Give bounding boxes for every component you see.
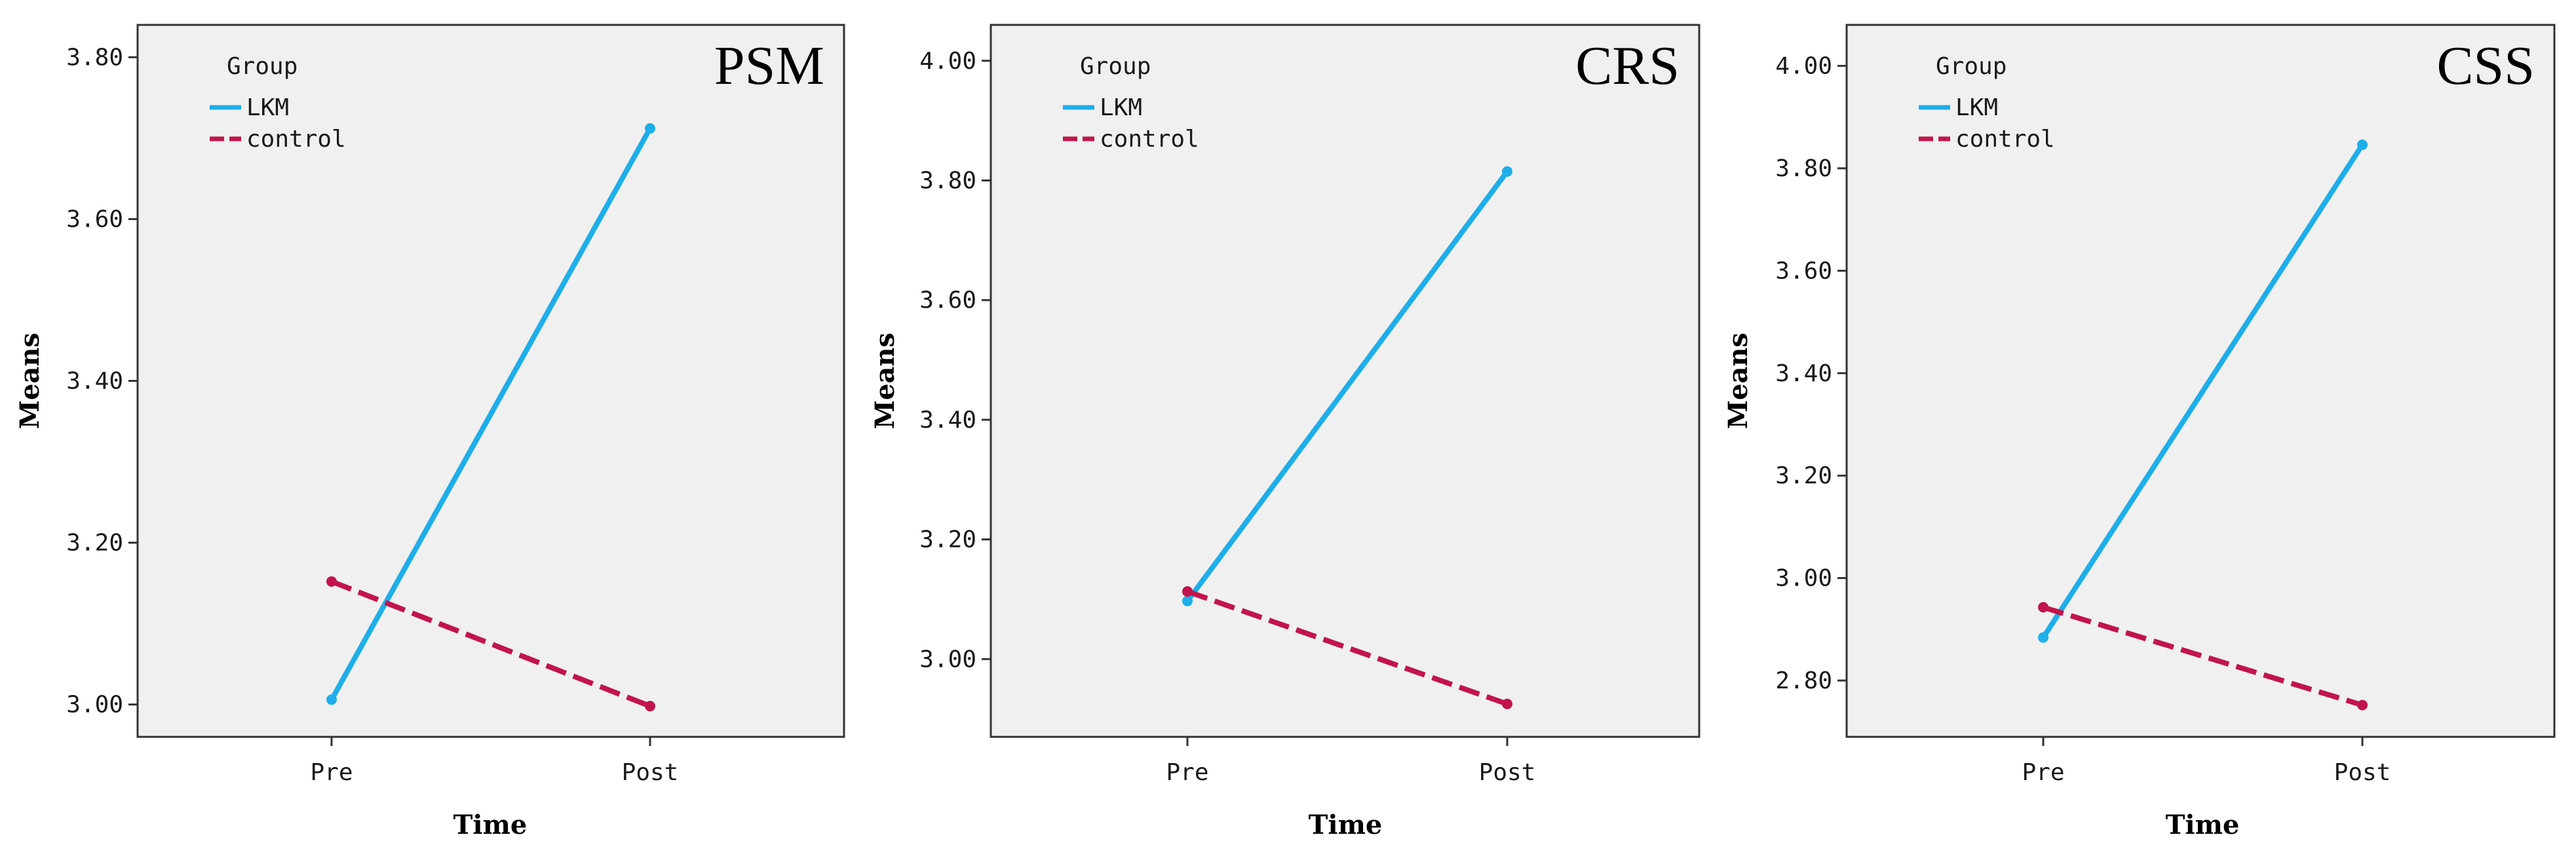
y-axis-title: Means <box>1723 333 1754 429</box>
legend-title: Group <box>1080 53 1151 80</box>
y-tick-label: 3.00 <box>1775 565 1832 592</box>
series-line-lkm <box>2041 143 2365 639</box>
x-axis-title: Time <box>453 810 528 840</box>
y-tick-label: 3.40 <box>1775 360 1832 387</box>
data-point-control-post <box>1502 698 1512 709</box>
plot-area <box>136 24 845 738</box>
x-axis-title: Time <box>1309 810 1383 840</box>
y-axis-title: Means <box>870 333 900 429</box>
data-point-control-post <box>645 701 655 712</box>
data-point-lkm-pre <box>326 694 337 705</box>
y-tick-label: 3.60 <box>1775 257 1832 284</box>
legend-label-control: control <box>1955 126 2055 153</box>
panel-title: PSM <box>714 35 824 96</box>
plot-area <box>1845 24 2556 738</box>
chart-panel-crs: 3.00 3.20 3.40 3.60 3.80 4.00 Pre Post Time Means… <box>870 24 1701 840</box>
x-axis-title: Time <box>2166 810 2240 840</box>
legend-label-lkm: LKM <box>1100 94 1142 121</box>
y-tick-label: 3.00 <box>66 692 123 719</box>
y-tick-label: 3.40 <box>66 368 123 395</box>
y-tick-label: 3.40 <box>919 407 976 434</box>
data-point-control-post <box>2357 700 2368 711</box>
legend: Group LKM control <box>210 53 346 153</box>
y-tick-label: 3.80 <box>1775 155 1832 182</box>
y-tick-label: 3.20 <box>919 527 976 553</box>
x-tick-label: Post <box>622 759 679 786</box>
y-axis-title: Means <box>14 333 45 429</box>
legend: Group LKM control <box>1063 53 1199 153</box>
chart-panel-psm: 3.00 3.20 3.40 3.60 3.80 Pre Post Time Means PSM G… <box>14 24 845 840</box>
y-tick-label: 3.20 <box>1775 462 1832 489</box>
legend-label-control: control <box>246 126 346 153</box>
x-tick-label: Post <box>2334 759 2391 786</box>
x-tick-label: Pre <box>310 759 353 786</box>
data-point-lkm-post <box>2357 139 2368 150</box>
y-tick-label: 4.00 <box>1775 53 1832 80</box>
chart-panel-css: 2.80 3.00 3.20 3.40 3.60 3.80 4.00 Pre Post Time M… <box>1723 24 2556 840</box>
y-tick-label: 3.60 <box>66 206 123 233</box>
series-line-lkm <box>1185 170 1510 603</box>
legend: Group LKM control <box>1919 53 2055 153</box>
y-tick-label: 4.00 <box>919 48 976 75</box>
y-tick-label: 3.20 <box>66 530 123 557</box>
x-tick-label: Post <box>1479 759 1536 786</box>
data-point-control-pre <box>326 576 337 587</box>
legend-label-lkm: LKM <box>246 94 289 121</box>
y-tick-label: 3.80 <box>66 44 123 71</box>
data-point-lkm-post <box>645 123 655 134</box>
panel-title: CRS <box>1575 35 1680 96</box>
y-tick-label: 3.00 <box>919 646 976 673</box>
legend-label-control: control <box>1100 126 1199 153</box>
data-point-control-pre <box>2038 602 2048 613</box>
data-point-lkm-pre <box>2038 632 2048 643</box>
y-tick-label: 3.80 <box>919 167 976 194</box>
legend-label-lkm: LKM <box>1955 94 1998 121</box>
data-point-lkm-pre <box>1182 595 1193 607</box>
data-point-control-pre <box>1182 586 1193 597</box>
x-tick-label: Pre <box>2022 759 2064 786</box>
plot-area <box>990 24 1701 738</box>
series-line-control <box>2042 605 2364 708</box>
legend-title: Group <box>227 53 298 80</box>
data-point-lkm-post <box>1502 166 1512 177</box>
legend-title: Group <box>1936 53 2007 80</box>
y-tick-label: 2.80 <box>1775 667 1832 694</box>
y-tick-label: 3.60 <box>919 287 976 314</box>
x-tick-label: Pre <box>1166 759 1208 786</box>
panel-title: CSS <box>2437 35 2535 96</box>
